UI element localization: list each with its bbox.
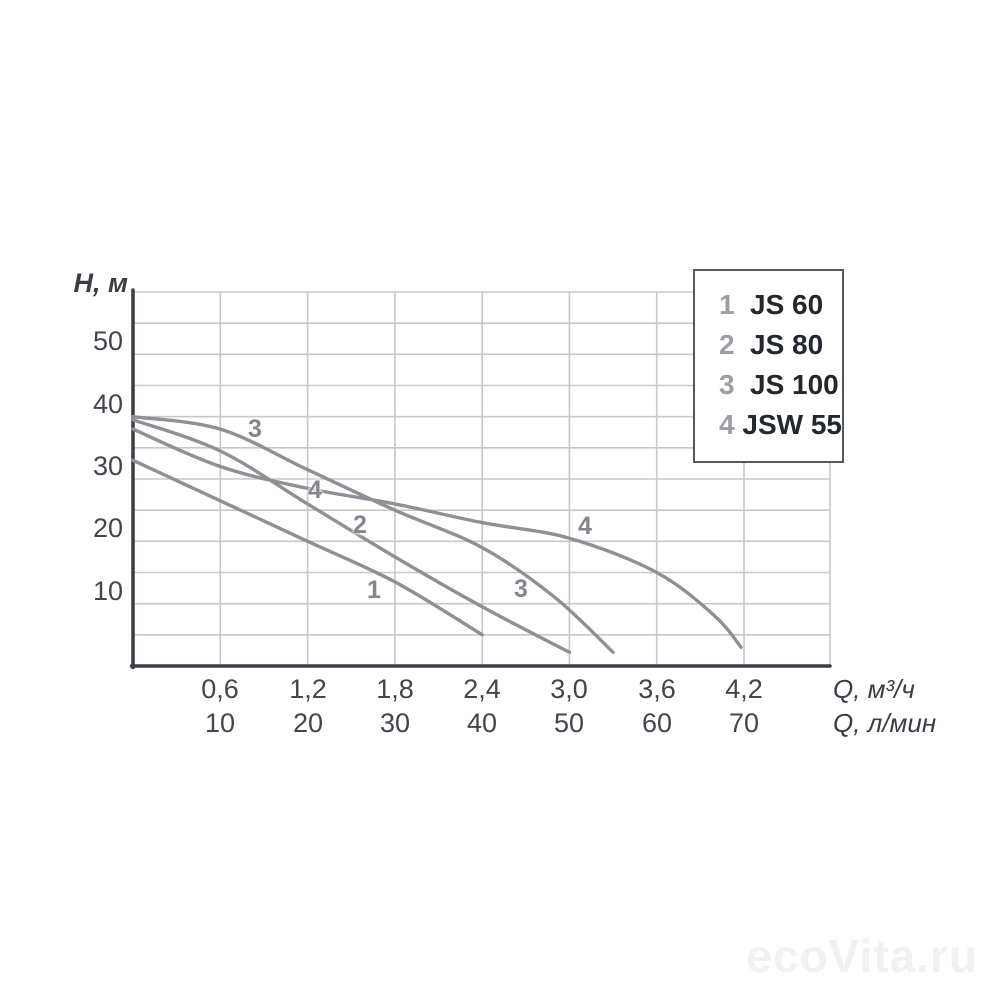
curve-jsw-55 (131, 427, 743, 649)
legend-row-js80: 2 JS 80 (719, 325, 842, 365)
x-tick-lmin-60: 60 (641, 708, 673, 738)
x-tick-m3h-2,4: 2,4 (463, 674, 501, 704)
x-tick-m3h-0,6: 0,6 (201, 674, 239, 704)
curve-number-label-1: 1 (367, 576, 381, 604)
x-tick-lmin-20: 20 (292, 708, 324, 738)
watermark: ecoVita.ru (746, 930, 978, 982)
x-axis-unit-m3h: Q, м³/ч (833, 674, 915, 704)
curve-number-label-4: 4 (308, 476, 322, 504)
curve-number-label-3: 3 (514, 575, 528, 603)
y-axis-label: H, м (73, 268, 128, 298)
y-tick-50: 50 (92, 326, 123, 356)
y-tick-20: 20 (92, 513, 123, 543)
legend-model-name: JS 100 (750, 369, 839, 400)
legend-row-jsw55: 4 JSW 55 (719, 405, 842, 445)
legend-number: 4 (719, 409, 735, 440)
x-tick-m3h-3,0: 3,0 (550, 674, 588, 704)
curve-js-100 (131, 415, 615, 654)
legend-model-name: JS 60 (750, 289, 824, 320)
legend-model-name: JSW 55 (742, 409, 842, 440)
y-tick-30: 30 (92, 451, 123, 481)
legend-row-js60: 1 JS 60 (719, 285, 842, 325)
x-tick-lmin-50: 50 (553, 708, 585, 738)
x-tick-lmin-10: 10 (204, 708, 236, 738)
x-tick-m3h-3,6: 3,6 (638, 674, 676, 704)
x-axis-unit-lmin: Q, л/мин (833, 708, 937, 738)
curve-number-label-2: 2 (353, 511, 367, 539)
legend-number: 2 (719, 329, 735, 360)
legend-row-js100: 3 JS 100 (719, 365, 842, 405)
x-tick-lmin-70: 70 (728, 708, 760, 738)
legend-number: 3 (719, 369, 735, 400)
x-tick-lmin-30: 30 (379, 708, 411, 738)
curve-number-label-3: 3 (248, 415, 262, 443)
curve-js-80 (131, 418, 572, 654)
y-tick-40: 40 (92, 389, 123, 419)
legend-box: 1 JS 60 2 JS 80 3 JS 100 4 JSW 55 (693, 269, 844, 463)
legend-number: 1 (719, 289, 735, 320)
y-tick-10: 10 (92, 576, 123, 606)
x-tick-lmin-40: 40 (466, 708, 498, 738)
legend-model-name: JS 80 (750, 329, 824, 360)
x-tick-m3h-4,2: 4,2 (725, 674, 763, 704)
curve-js-60 (131, 458, 484, 637)
curve-number-label-4: 4 (578, 512, 592, 540)
x-tick-m3h-1,8: 1,8 (376, 674, 414, 704)
x-tick-m3h-1,2: 1,2 (289, 674, 327, 704)
